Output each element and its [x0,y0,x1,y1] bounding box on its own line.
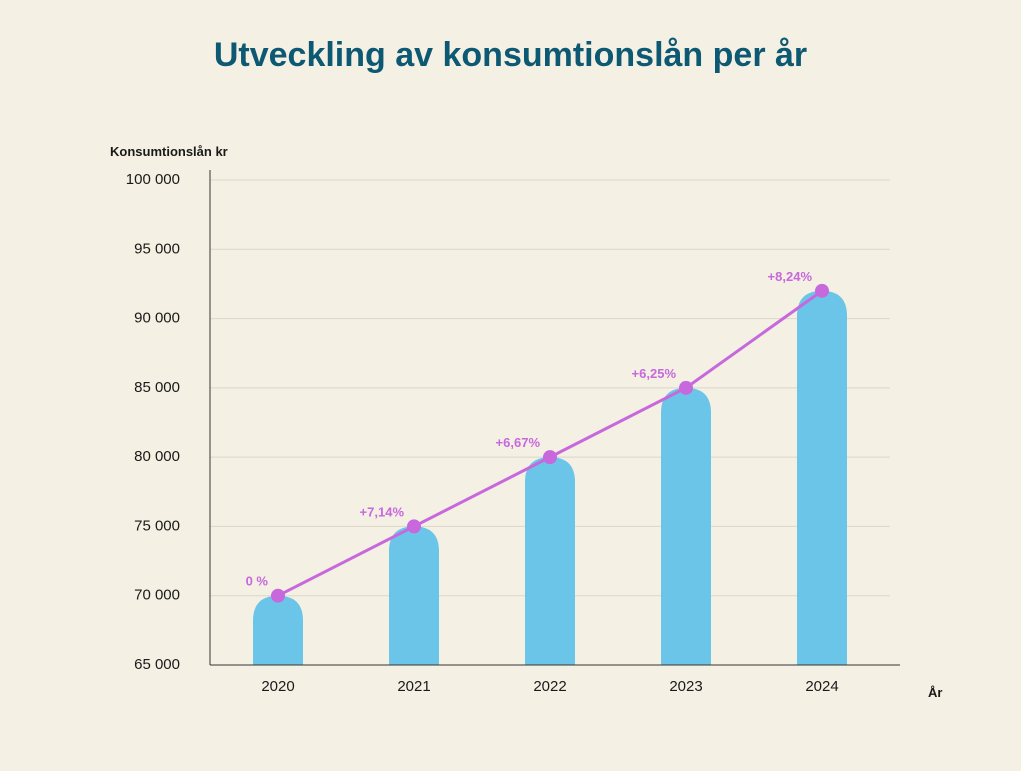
y-tick-label: 75 000 [134,517,180,534]
bar [525,457,575,665]
chart-plot: 65 000 70 000 75 000 80 000 85 000 90 000 95 0… [0,0,1021,771]
line-marker [407,519,421,533]
pct-label: 0 % [246,574,269,589]
bar [253,596,303,665]
line-marker [543,450,557,464]
y-tick-label: 100 000 [126,171,180,188]
pct-label: +7,14% [360,504,405,519]
y-tick-label: 95 000 [134,240,180,257]
bar [389,526,439,665]
y-tick-label: 70 000 [134,587,180,604]
x-tick-label: 2020 [261,678,294,695]
x-tick-label: 2021 [397,678,430,695]
pct-label: +8,24% [768,269,813,284]
pct-label: +6,67% [496,435,541,450]
bar [661,388,711,665]
y-tick-label: 85 000 [134,379,180,396]
x-tick-label: 2022 [533,678,566,695]
line-marker [271,589,285,603]
y-tick-label: 90 000 [134,310,180,327]
x-tick-label: 2024 [805,678,838,695]
x-tick-label: 2023 [669,678,702,695]
y-tick-label: 80 000 [134,448,180,465]
line-marker [815,284,829,298]
bar [797,291,847,665]
pct-label: +6,25% [632,366,677,381]
line-marker [679,381,693,395]
y-tick-label: 65 000 [134,656,180,673]
